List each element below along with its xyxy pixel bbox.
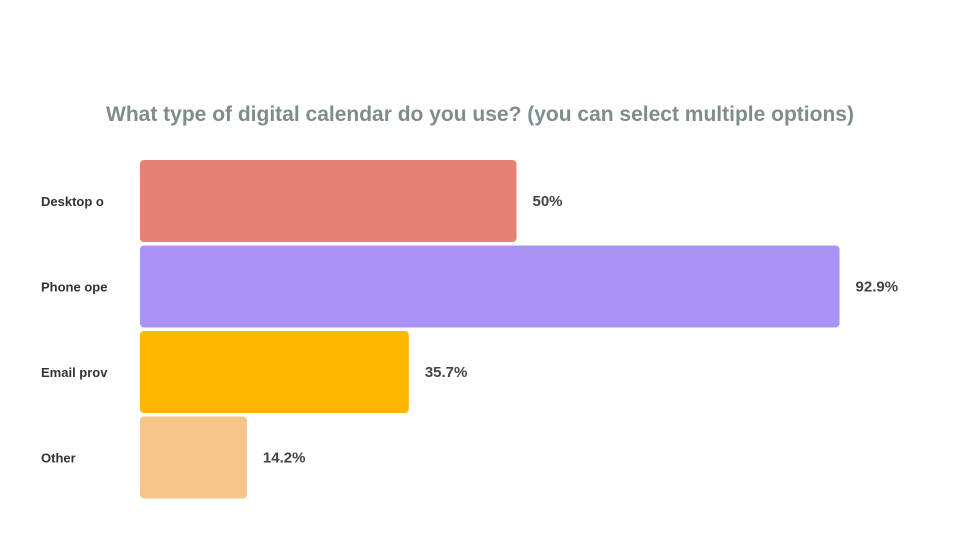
chart-title: What type of digital calendar do you use…: [106, 103, 854, 126]
value-label: 14.2%: [263, 450, 306, 467]
bar[interactable]: [140, 160, 517, 242]
value-label: 35.7%: [425, 364, 468, 381]
bars-group: Desktop o 50% Phone ope 92.9% Email prov 35.7…: [41, 160, 898, 499]
value-label: 50%: [533, 193, 563, 210]
category-label: Desktop o: [41, 194, 104, 209]
category-label: Other: [41, 451, 76, 466]
value-label: 92.9%: [856, 279, 899, 296]
category-label: Phone ope: [41, 280, 107, 295]
bar[interactable]: [140, 331, 409, 413]
bar[interactable]: [140, 416, 247, 499]
category-label: Email prov: [41, 365, 108, 380]
bar[interactable]: [140, 245, 840, 328]
